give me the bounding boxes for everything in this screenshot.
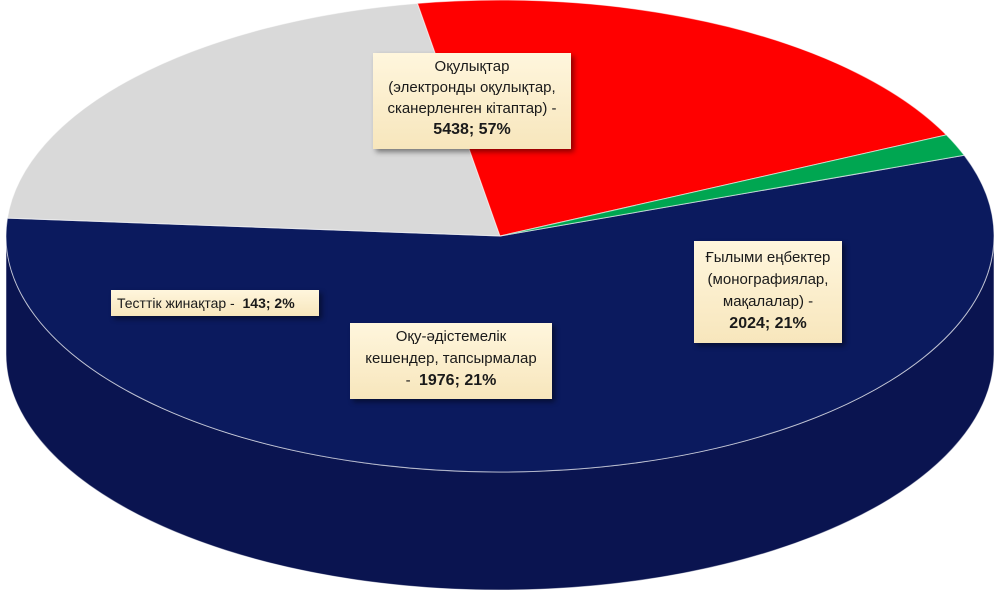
data-label-scientific-line3: мақалалар) - [722, 293, 814, 310]
data-label-methodical-line3: - 1976; 21% [356, 370, 546, 392]
data-label-textbooks-value: 5438; 57% [433, 121, 511, 138]
data-label-textbooks-line3: сканерленген кітаптар) - [387, 100, 557, 117]
pie-tops [5, 0, 995, 473]
data-label-test-collections: Тесттік жинақтар - 143; 2% [111, 290, 319, 316]
data-label-scientific-works: Ғылыми еңбектер (монографиялар, мақалала… [694, 241, 842, 343]
data-label-test-collections-name: Тесттік жинақтар - [117, 295, 235, 311]
data-label-methodical-dash: - [405, 372, 411, 389]
pie-slice-test-collections [499, 134, 966, 237]
data-label-textbooks-line1: Оқулықтар [434, 58, 510, 75]
data-label-methodical-value: 1976; 21% [418, 372, 497, 389]
pie-slice-textbooks [5, 154, 995, 473]
data-label-textbooks: Оқулықтар (электронды оқулықтар, сканерл… [373, 53, 571, 149]
data-label-methodical-line1: Оқу-әдістемелік [395, 328, 507, 345]
data-label-textbooks-line2: (электронды оқулықтар, [388, 79, 556, 96]
data-label-scientific-line1: Ғылыми еңбектер [705, 249, 831, 266]
data-label-methodical-line2: кешендер, тапсырмалар [365, 350, 537, 367]
data-label-scientific-line2: (монографиялар, [707, 271, 829, 288]
data-label-scientific-value: 2024; 21% [729, 315, 807, 332]
data-label-test-collections-value: 143; 2% [242, 295, 295, 311]
data-label-methodical: Оқу-әдістемелік кешендер, тапсырмалар - … [350, 323, 552, 399]
